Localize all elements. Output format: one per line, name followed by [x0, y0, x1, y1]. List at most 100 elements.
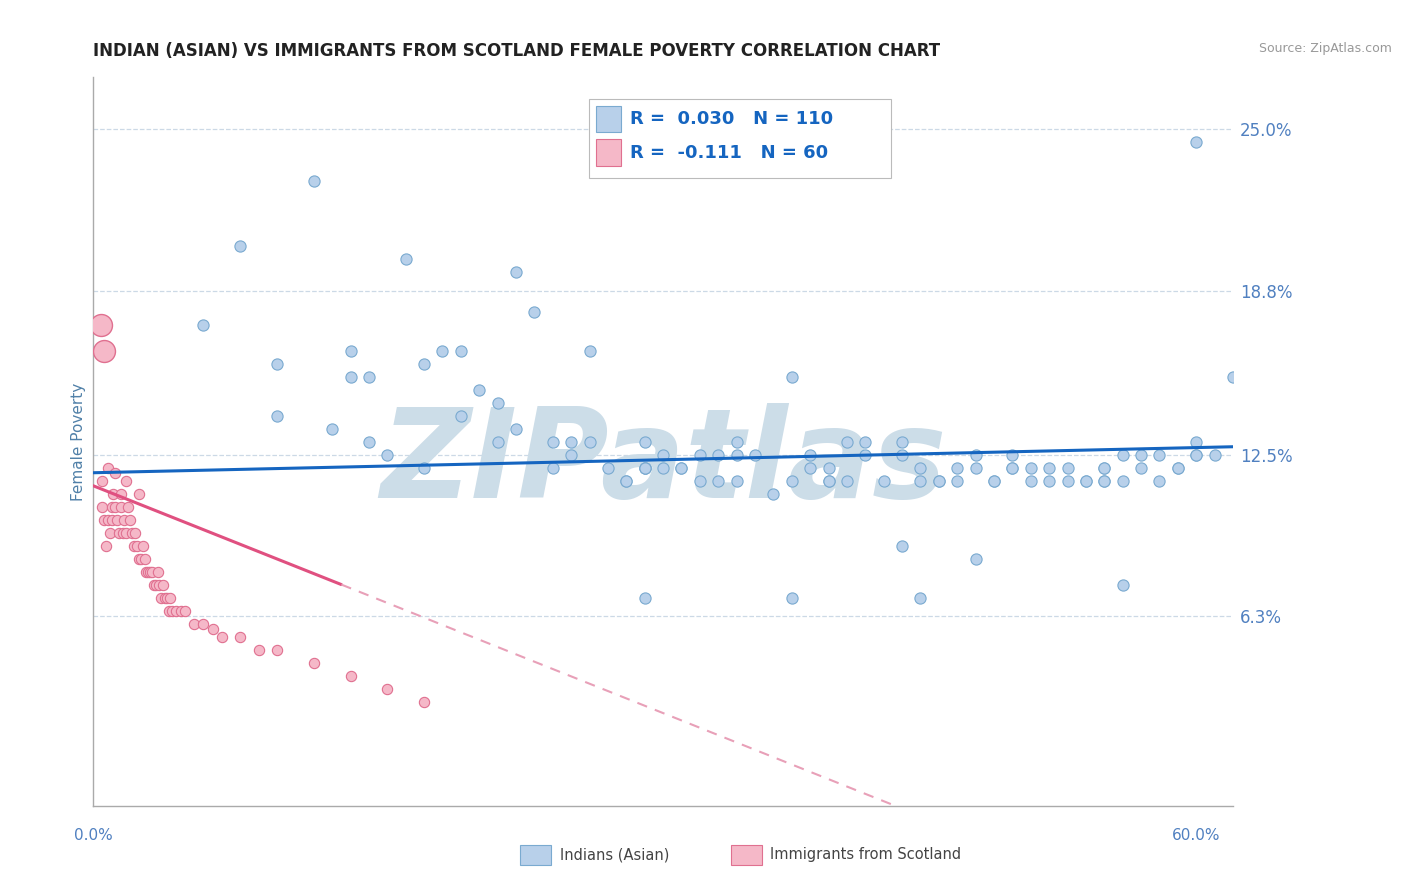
Point: [413, 460, 436, 475]
Point: [928, 474, 950, 488]
Point: [1001, 460, 1024, 475]
Point: [891, 434, 914, 449]
Point: [1167, 460, 1189, 475]
Point: [98, 525, 121, 540]
Point: [560, 448, 582, 462]
Point: [100, 512, 122, 526]
Point: [375, 448, 398, 462]
Point: [339, 668, 361, 682]
Point: [150, 591, 173, 605]
Text: ZIPatlas: ZIPatlas: [380, 403, 946, 524]
Point: [468, 383, 491, 397]
Point: [104, 500, 127, 514]
Point: [1056, 460, 1078, 475]
Point: [165, 604, 187, 618]
Point: [983, 474, 1005, 488]
Point: [780, 591, 803, 605]
Point: [139, 565, 162, 579]
Point: [1019, 474, 1042, 488]
Point: [450, 343, 472, 358]
Point: [560, 434, 582, 449]
Point: [486, 395, 509, 409]
Point: [910, 591, 932, 605]
Point: [725, 448, 748, 462]
Point: [634, 591, 657, 605]
Point: [1185, 448, 1208, 462]
Point: [152, 577, 174, 591]
Point: [965, 551, 987, 566]
Point: [762, 486, 785, 500]
Point: [634, 434, 657, 449]
Point: [1092, 460, 1115, 475]
Point: [103, 486, 125, 500]
Point: [321, 421, 343, 435]
Point: [97, 460, 120, 475]
Point: [247, 642, 270, 657]
Point: [128, 486, 150, 500]
Point: [946, 460, 969, 475]
Point: [1092, 474, 1115, 488]
Point: [652, 448, 675, 462]
Point: [1001, 460, 1024, 475]
Point: [266, 642, 288, 657]
Point: [707, 448, 730, 462]
Y-axis label: Female Poverty: Female Poverty: [72, 383, 86, 500]
Point: [965, 448, 987, 462]
Text: 60.0%: 60.0%: [1173, 828, 1220, 843]
Point: [91, 474, 114, 488]
Point: [124, 525, 146, 540]
Point: [121, 525, 143, 540]
Point: [799, 448, 821, 462]
Point: [853, 448, 876, 462]
Point: [104, 466, 127, 480]
Point: [983, 474, 1005, 488]
Point: [1149, 474, 1171, 488]
Point: [1222, 369, 1244, 384]
Point: [1149, 448, 1171, 462]
Text: INDIAN (ASIAN) VS IMMIGRANTS FROM SCOTLAND FEMALE POVERTY CORRELATION CHART: INDIAN (ASIAN) VS IMMIGRANTS FROM SCOTLA…: [93, 42, 941, 60]
Point: [129, 551, 152, 566]
Point: [891, 448, 914, 462]
Point: [634, 460, 657, 475]
Point: [578, 343, 600, 358]
Text: R =  0.030   N = 110: R = 0.030 N = 110: [630, 110, 832, 128]
Point: [108, 525, 131, 540]
Point: [652, 460, 675, 475]
Point: [170, 604, 193, 618]
Point: [432, 343, 454, 358]
Point: [1019, 460, 1042, 475]
Point: [817, 474, 839, 488]
Point: [148, 577, 170, 591]
Point: [671, 460, 693, 475]
Point: [117, 500, 139, 514]
Point: [505, 421, 527, 435]
Point: [97, 512, 120, 526]
Point: [193, 318, 215, 332]
Point: [689, 474, 711, 488]
Point: [1130, 460, 1153, 475]
Point: [229, 239, 252, 253]
Point: [910, 460, 932, 475]
Point: [689, 448, 711, 462]
Point: [486, 434, 509, 449]
Point: [141, 565, 163, 579]
Point: [780, 369, 803, 384]
Point: [105, 512, 128, 526]
Point: [1112, 474, 1135, 488]
Point: [156, 591, 179, 605]
Point: [94, 539, 117, 553]
Point: [110, 500, 132, 514]
Point: [1092, 460, 1115, 475]
Point: [634, 460, 657, 475]
Point: [111, 525, 134, 540]
Point: [1074, 474, 1097, 488]
Point: [1038, 460, 1060, 475]
Point: [91, 500, 114, 514]
Point: [302, 656, 325, 670]
Point: [201, 622, 224, 636]
Text: Source: ZipAtlas.com: Source: ZipAtlas.com: [1258, 42, 1392, 55]
Point: [127, 539, 149, 553]
Point: [1092, 474, 1115, 488]
Point: [110, 486, 132, 500]
Point: [122, 539, 145, 553]
